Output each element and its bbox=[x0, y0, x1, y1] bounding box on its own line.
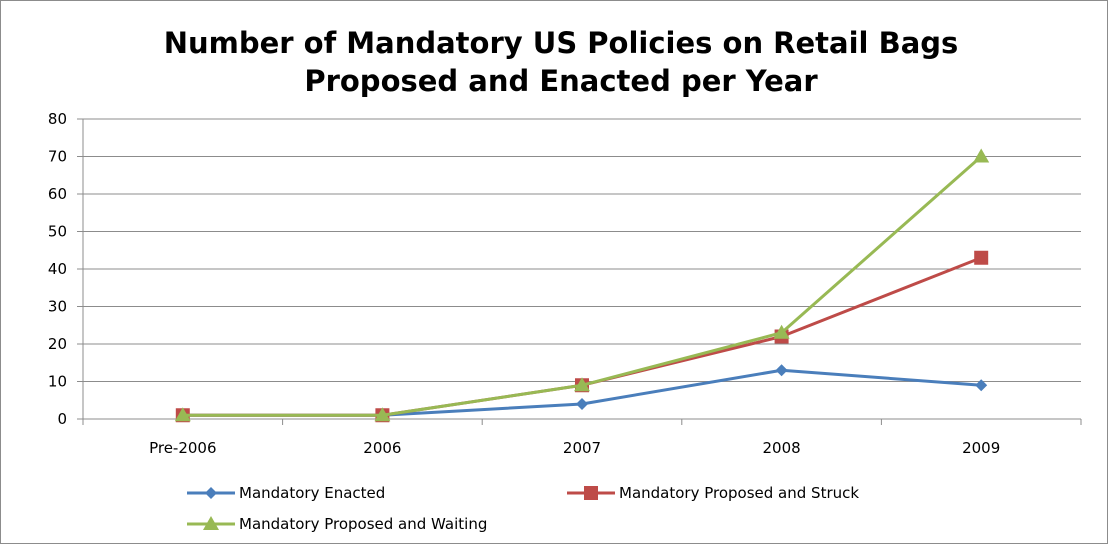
data-point bbox=[776, 364, 788, 376]
legend-item: Mandatory Proposed and Struck bbox=[567, 484, 859, 502]
y-tick-label: 60 bbox=[48, 185, 67, 203]
chart-title: Number of Mandatory US Policies on Retai… bbox=[164, 26, 959, 60]
x-tick-label: 2008 bbox=[763, 439, 801, 457]
legend-marker bbox=[584, 486, 598, 500]
x-tick-label: 2009 bbox=[962, 439, 1000, 457]
y-tick-label: 80 bbox=[48, 110, 67, 128]
x-tick-label: Pre-2006 bbox=[149, 439, 216, 457]
legend-label: Mandatory Proposed and Waiting bbox=[239, 515, 487, 533]
y-tick-label: 0 bbox=[57, 410, 67, 428]
x-tick-label: 2006 bbox=[363, 439, 401, 457]
y-tick-label: 50 bbox=[48, 223, 67, 241]
legend-label: Mandatory Enacted bbox=[239, 484, 385, 502]
series-square bbox=[176, 251, 988, 423]
y-tick-label: 40 bbox=[48, 260, 67, 278]
x-tick-label: 2007 bbox=[563, 439, 601, 457]
y-tick-label: 10 bbox=[48, 373, 67, 391]
legend-item: Mandatory Enacted bbox=[187, 484, 385, 502]
y-tick-label: 20 bbox=[48, 335, 67, 353]
gridlines bbox=[83, 119, 1081, 382]
y-tick-label: 70 bbox=[48, 148, 67, 166]
legend-item: Mandatory Proposed and Waiting bbox=[187, 515, 487, 533]
data-point bbox=[973, 149, 989, 163]
legend-marker bbox=[205, 487, 217, 499]
series-diamond bbox=[177, 364, 987, 421]
series-triangle bbox=[175, 149, 989, 422]
data-point bbox=[974, 251, 988, 265]
legend-label: Mandatory Proposed and Struck bbox=[619, 484, 859, 502]
data-point bbox=[576, 398, 588, 410]
chart-subtitle: Proposed and Enacted per Year bbox=[304, 64, 818, 98]
y-tick-label: 30 bbox=[48, 298, 67, 316]
legend: Mandatory Enacted Mandatory Proposed and … bbox=[187, 484, 859, 533]
